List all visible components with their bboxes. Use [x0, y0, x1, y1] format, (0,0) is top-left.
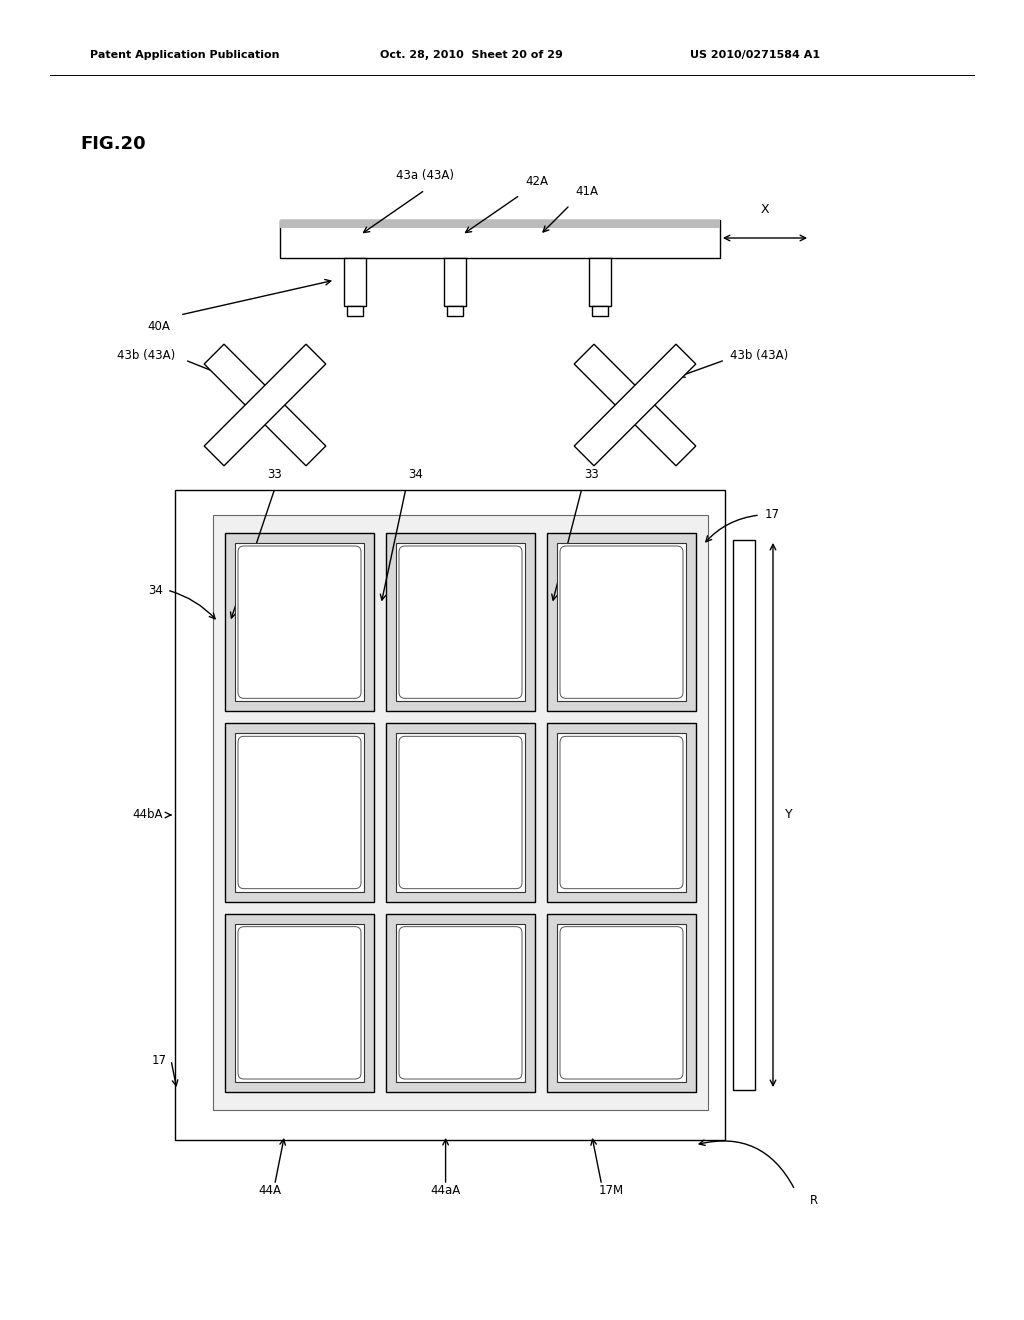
Bar — [547, 913, 696, 1092]
Bar — [175, 490, 725, 1140]
FancyBboxPatch shape — [238, 927, 361, 1078]
Bar — [234, 543, 364, 701]
Bar — [557, 543, 686, 701]
Bar — [396, 543, 525, 701]
Bar — [234, 734, 364, 892]
Text: 41A: 41A — [575, 185, 598, 198]
Bar — [386, 533, 535, 711]
Bar — [234, 924, 364, 1082]
Text: 44bA: 44bA — [132, 808, 163, 821]
FancyBboxPatch shape — [399, 737, 522, 888]
Text: R: R — [810, 1193, 818, 1206]
Bar — [396, 924, 525, 1082]
FancyBboxPatch shape — [560, 927, 683, 1078]
Bar — [344, 257, 366, 306]
Bar — [557, 734, 686, 892]
Text: 43b (43A): 43b (43A) — [117, 348, 175, 362]
Text: 44A: 44A — [258, 1184, 282, 1197]
Text: Y: Y — [785, 808, 793, 821]
Bar — [447, 306, 463, 315]
Bar — [213, 515, 708, 1110]
Bar — [225, 533, 374, 711]
Polygon shape — [204, 345, 326, 466]
Text: X: X — [761, 203, 769, 216]
Bar — [589, 257, 611, 306]
FancyBboxPatch shape — [399, 546, 522, 698]
Text: Oct. 28, 2010  Sheet 20 of 29: Oct. 28, 2010 Sheet 20 of 29 — [380, 50, 563, 59]
Text: 40A: 40A — [147, 319, 170, 333]
Text: 34: 34 — [409, 469, 424, 480]
Bar — [280, 220, 720, 257]
Bar — [733, 540, 755, 1090]
Text: 42A: 42A — [525, 176, 548, 187]
FancyBboxPatch shape — [560, 546, 683, 698]
Text: 17M: 17M — [599, 1184, 625, 1197]
FancyBboxPatch shape — [238, 546, 361, 698]
Bar — [386, 723, 535, 902]
FancyBboxPatch shape — [560, 737, 683, 888]
Bar — [386, 913, 535, 1092]
Bar — [396, 734, 525, 892]
FancyBboxPatch shape — [399, 927, 522, 1078]
Bar — [225, 913, 374, 1092]
Text: 44aA: 44aA — [430, 1184, 461, 1197]
Bar — [280, 220, 720, 228]
Text: 33: 33 — [585, 469, 599, 480]
Bar — [547, 723, 696, 902]
Bar — [547, 533, 696, 711]
Text: 17: 17 — [152, 1053, 167, 1067]
Text: 43b (43A): 43b (43A) — [730, 348, 788, 362]
Text: 33: 33 — [267, 469, 283, 480]
Bar — [347, 306, 362, 315]
Bar — [444, 257, 466, 306]
Bar — [557, 924, 686, 1082]
Text: 17: 17 — [765, 508, 780, 521]
Text: US 2010/0271584 A1: US 2010/0271584 A1 — [690, 50, 820, 59]
Text: Patent Application Publication: Patent Application Publication — [90, 50, 280, 59]
Text: 43a (43A): 43a (43A) — [396, 169, 454, 182]
Bar — [225, 723, 374, 902]
Text: FIG.20: FIG.20 — [80, 135, 145, 153]
FancyBboxPatch shape — [238, 737, 361, 888]
Polygon shape — [574, 345, 696, 466]
Bar — [592, 306, 608, 315]
Polygon shape — [574, 345, 696, 466]
Polygon shape — [204, 345, 326, 466]
Text: 34: 34 — [148, 583, 163, 597]
